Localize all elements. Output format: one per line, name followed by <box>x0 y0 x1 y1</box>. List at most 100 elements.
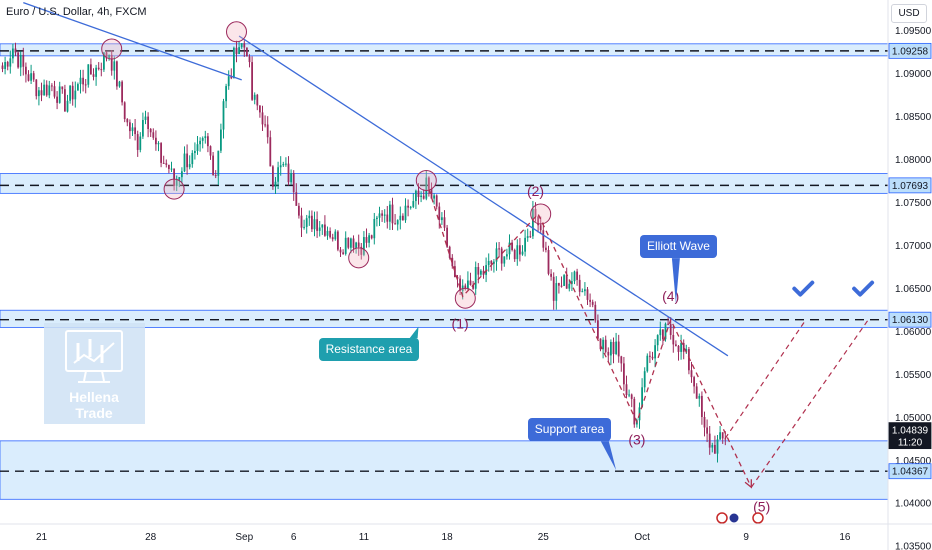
candle-body <box>498 248 500 250</box>
elliott-label-callout: Elliott Wave <box>640 235 717 259</box>
time-tick-label[interactable]: 28 <box>145 532 157 543</box>
price-tick-label[interactable]: 1.09500 <box>895 26 932 37</box>
candle-body <box>693 377 695 387</box>
candle-body <box>6 62 9 67</box>
price-tick-label[interactable]: 1.04500 <box>895 456 932 467</box>
price-axis[interactable]: 1.09500 1.09000 1.08500 1.08000 1.07500 1.070… <box>895 26 932 550</box>
eu-flag-icon[interactable] <box>728 512 740 524</box>
candle-body <box>40 90 43 96</box>
candle-body <box>591 301 594 305</box>
candle-body <box>186 153 188 168</box>
candle-body <box>45 84 48 96</box>
price-tick-label[interactable]: 1.04000 <box>895 499 932 510</box>
candle-body <box>664 323 667 340</box>
candle-body <box>279 165 282 168</box>
trendlines-layer <box>23 1 729 357</box>
candle-body <box>571 281 573 284</box>
time-tick-label[interactable]: 16 <box>839 532 851 543</box>
candle-body <box>175 179 178 186</box>
candle-body <box>599 338 602 350</box>
currency-button[interactable]: USD <box>891 4 927 23</box>
candle-body <box>311 215 313 230</box>
candle-body <box>217 150 220 176</box>
candle-body <box>32 73 35 80</box>
candle-body <box>677 345 680 352</box>
time-tick-label[interactable]: 9 <box>743 532 749 543</box>
price-tick-label[interactable]: 1.08500 <box>895 112 932 123</box>
candle-body <box>235 47 238 54</box>
time-tick-label[interactable]: 11 <box>359 532 370 543</box>
price-tick-label[interactable]: 1.08000 <box>895 155 932 166</box>
candle-body <box>168 164 170 169</box>
time-tick-label[interactable]: Oct <box>634 532 650 543</box>
price-tick-label[interactable]: 1.03500 <box>895 542 932 550</box>
economic-events[interactable] <box>716 512 764 524</box>
candle-body <box>552 276 555 301</box>
candle-body <box>118 81 121 87</box>
candle-body <box>448 246 451 258</box>
candle-body <box>152 132 155 138</box>
candle-body <box>97 67 100 70</box>
candle-body <box>550 273 552 277</box>
candle-body <box>157 143 160 145</box>
trendline <box>238 35 729 357</box>
candle-body <box>48 85 51 96</box>
candle-body <box>675 344 677 346</box>
candle-body <box>1 65 4 69</box>
candle-body <box>160 143 162 163</box>
candle-body <box>347 237 350 248</box>
time-tick-label[interactable]: 21 <box>36 532 48 543</box>
candle-body <box>108 54 110 59</box>
candle-body <box>183 153 186 172</box>
candle-body <box>472 284 474 289</box>
candle-body <box>425 177 428 199</box>
candle-body <box>243 43 246 48</box>
price-tick-label[interactable]: 1.05000 <box>895 413 932 424</box>
wave-label: (3) <box>628 431 645 447</box>
candle-body <box>529 236 532 238</box>
candle-body <box>233 47 235 79</box>
time-tick-label[interactable]: 18 <box>442 532 454 543</box>
candle-body <box>77 84 79 91</box>
us-flag-icon[interactable] <box>752 512 764 524</box>
candle-body <box>646 355 649 372</box>
candle-body <box>724 438 727 440</box>
time-tick-label[interactable]: 6 <box>291 532 297 543</box>
time-tick-label[interactable]: Sep <box>235 532 253 543</box>
candle-body <box>238 47 240 54</box>
wave-path-layer: (1)(2)(3)(4)(5) <box>428 183 770 514</box>
price-tick-label[interactable]: 1.05500 <box>895 370 932 381</box>
candle-body <box>716 439 719 454</box>
price-tick-label[interactable]: 1.06000 <box>895 327 932 338</box>
us-flag-icon[interactable] <box>716 512 728 524</box>
projection-line <box>724 319 807 439</box>
candle-body <box>178 177 181 180</box>
price-tick-label[interactable]: 1.07500 <box>895 198 932 209</box>
candle-body <box>105 52 108 59</box>
candle-body <box>708 433 711 448</box>
candle-body <box>415 190 417 202</box>
candle-body <box>493 261 495 264</box>
price-tick-label[interactable]: 1.09000 <box>895 69 932 80</box>
time-axis[interactable]: 21 28 Sep 6 11 18 25 Oct 9 16 <box>36 532 851 543</box>
candle-body <box>181 171 183 178</box>
candle-body <box>240 43 243 48</box>
candle-body <box>662 329 664 340</box>
time-tick-label[interactable]: 25 <box>538 532 550 543</box>
callout-pointers-layer <box>409 258 680 471</box>
candle-body <box>703 416 706 428</box>
candle-body <box>412 201 415 207</box>
price-tick-label[interactable]: 1.06500 <box>895 284 932 295</box>
candle-body <box>373 218 376 239</box>
candle-body <box>682 343 685 352</box>
candle-body <box>625 384 628 396</box>
candle-body <box>126 119 129 123</box>
candle-body <box>404 205 407 221</box>
candle-body <box>435 195 438 207</box>
price-tag <box>888 463 932 480</box>
price-tick-label[interactable]: 1.07000 <box>895 241 932 252</box>
candle-body <box>316 219 318 231</box>
candle-body <box>230 76 233 79</box>
